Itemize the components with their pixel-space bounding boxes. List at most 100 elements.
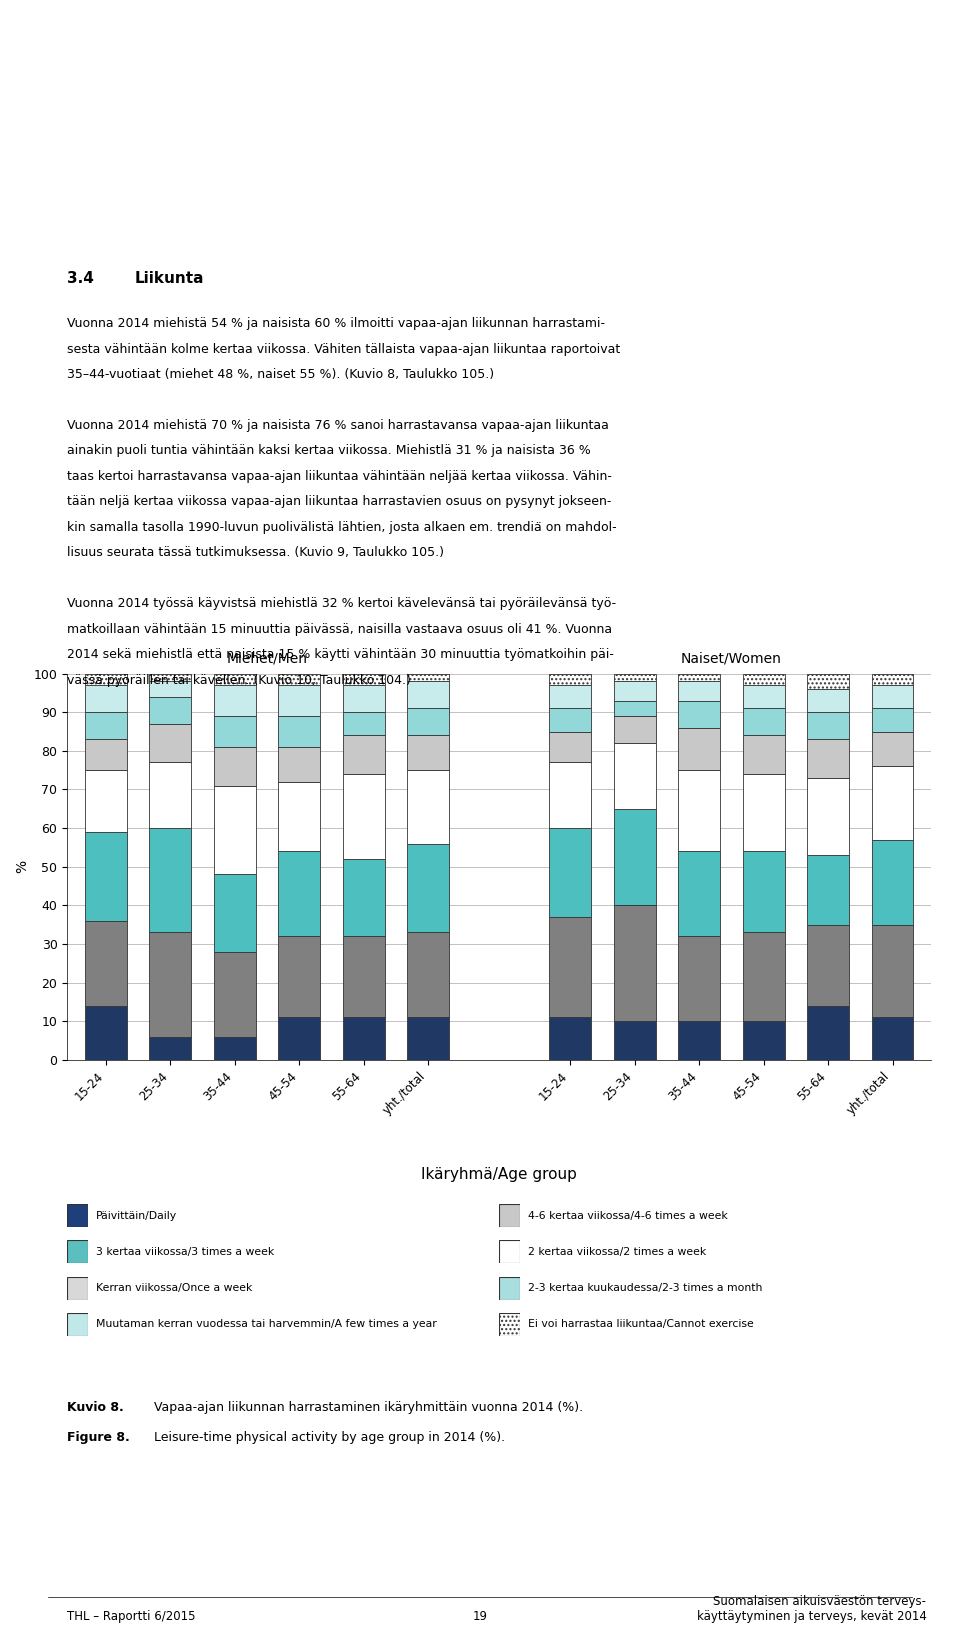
Bar <box>678 851 720 937</box>
Text: THL – Raportti 6/2015: THL – Raportti 6/2015 <box>67 1610 196 1623</box>
Bar <box>214 748 255 785</box>
Text: 4-6 kertaa viikossa/4-6 times a week: 4-6 kertaa viikossa/4-6 times a week <box>528 1211 728 1221</box>
Bar <box>278 674 321 685</box>
Text: Ei voi harrastaa liikuntaa/Cannot exercise: Ei voi harrastaa liikuntaa/Cannot exerci… <box>528 1319 754 1329</box>
Bar <box>150 762 191 828</box>
Text: vässä pyöräillen tai kävellen. (Kuvio 10, Taulukko 104.): vässä pyöräillen tai kävellen. (Kuvio 10… <box>67 674 411 687</box>
Bar <box>84 831 127 920</box>
Bar <box>872 840 914 925</box>
Bar <box>549 917 591 1017</box>
Bar <box>872 685 914 708</box>
Bar <box>407 674 449 682</box>
Bar <box>278 851 321 937</box>
Text: Kuvio 8.: Kuvio 8. <box>67 1401 124 1415</box>
Bar <box>150 697 191 725</box>
Text: Vuonna 2014 miehistä 54 % ja naisista 60 % ilmoitti vapaa-ajan liikunnan harrast: Vuonna 2014 miehistä 54 % ja naisista 60… <box>67 317 605 330</box>
Bar <box>807 713 849 739</box>
Bar <box>214 674 255 685</box>
Bar <box>872 925 914 1017</box>
Bar <box>743 932 784 1020</box>
Bar <box>807 1006 849 1060</box>
Bar <box>343 937 385 1017</box>
Bar <box>407 682 449 708</box>
Text: Vuonna 2014 työssä käyvistsä miehistlä 32 % kertoi kävelevänsä tai pyöräilevänsä: Vuonna 2014 työssä käyvistsä miehistlä 3… <box>67 596 616 610</box>
Bar <box>84 1006 127 1060</box>
Bar <box>278 716 321 748</box>
Bar <box>743 1020 784 1060</box>
Text: Liikunta: Liikunta <box>134 271 204 286</box>
Bar <box>613 905 656 1020</box>
Text: 2014 sekä miehistlä että naisista 15 % käytti vähintään 30 minuuttia työmatkoihi: 2014 sekä miehistlä että naisista 15 % k… <box>67 647 614 660</box>
Text: Päivittäin/Daily: Päivittäin/Daily <box>96 1211 178 1221</box>
Bar <box>743 736 784 774</box>
Bar <box>872 674 914 685</box>
Text: lisuus seurata tässä tutkimuksessa. (Kuvio 9, Taulukko 105.): lisuus seurata tässä tutkimuksessa. (Kuv… <box>67 545 444 559</box>
Bar <box>84 685 127 713</box>
Text: 19: 19 <box>472 1610 488 1623</box>
Text: kin samalla tasolla 1990-luvun puolivälistä lähtien, josta alkaen em. trendiä o: kin samalla tasolla 1990-luvun puoliväli… <box>67 521 617 534</box>
Bar <box>150 828 191 932</box>
Bar <box>343 713 385 736</box>
Bar <box>678 771 720 851</box>
Text: 2 kertaa viikossa/2 times a week: 2 kertaa viikossa/2 times a week <box>528 1247 707 1257</box>
Text: 35–44-vuotiaat (miehet 48 %, naiset 55 %). (Kuvio 8, Taulukko 105.): 35–44-vuotiaat (miehet 48 %, naiset 55 %… <box>67 368 494 381</box>
Bar <box>407 736 449 771</box>
Bar <box>214 951 255 1037</box>
Bar <box>807 739 849 777</box>
Bar <box>214 1037 255 1060</box>
Bar <box>407 843 449 932</box>
Bar <box>407 771 449 843</box>
Bar <box>407 1017 449 1060</box>
Text: 2-3 kertaa kuukaudessa/2-3 times a month: 2-3 kertaa kuukaudessa/2-3 times a month <box>528 1283 762 1293</box>
Bar <box>150 674 191 682</box>
Bar <box>84 920 127 1006</box>
Bar <box>678 937 720 1020</box>
Bar <box>743 774 784 851</box>
Bar <box>807 925 849 1006</box>
Bar <box>743 708 784 736</box>
Bar <box>278 748 321 782</box>
Bar <box>549 731 591 762</box>
Text: 3 kertaa viikossa/3 times a week: 3 kertaa viikossa/3 times a week <box>96 1247 275 1257</box>
Bar <box>214 785 255 874</box>
Bar <box>613 808 656 905</box>
Bar <box>84 739 127 771</box>
Text: ainakin puoli tuntia vähintään kaksi kertaa viikossa. Miehistlä 31 % ja naisista: ainakin puoli tuntia vähintään kaksi ker… <box>67 444 591 457</box>
Bar <box>150 1037 191 1060</box>
Bar <box>678 682 720 700</box>
Bar <box>743 674 784 685</box>
Text: sesta vähintään kolme kertaa viikossa. Vähiten tällaista vapaa-ajan liikuntaa ra: sesta vähintään kolme kertaa viikossa. V… <box>67 342 620 355</box>
Bar <box>872 1017 914 1060</box>
Bar <box>278 1017 321 1060</box>
Bar <box>613 700 656 716</box>
Bar <box>807 777 849 854</box>
Text: matkoillaan vähintään 15 minuuttia päivässä, naisilla vastaava osuus oli 41 %. V: matkoillaan vähintään 15 minuuttia päivä… <box>67 623 612 636</box>
Bar <box>84 674 127 685</box>
Bar <box>678 1020 720 1060</box>
Bar <box>743 851 784 932</box>
Text: Miehet/Men: Miehet/Men <box>227 652 307 665</box>
Bar <box>807 688 849 713</box>
Text: 3.4: 3.4 <box>67 271 94 286</box>
Bar <box>872 731 914 766</box>
Bar <box>278 685 321 716</box>
Bar <box>807 854 849 925</box>
Bar <box>407 708 449 736</box>
Text: Kerran viikossa/Once a week: Kerran viikossa/Once a week <box>96 1283 252 1293</box>
Text: Vuonna 2014 miehistä 70 % ja naisista 76 % sanoi harrastavansa vapaa-ajan liikun: Vuonna 2014 miehistä 70 % ja naisista 76… <box>67 419 609 432</box>
Bar <box>613 682 656 700</box>
Text: taas kertoi harrastavansa vapaa-ajan liikuntaa vähintään neljää kertaa viikossa.: taas kertoi harrastavansa vapaa-ajan lii… <box>67 470 612 483</box>
Bar <box>278 782 321 851</box>
Bar <box>807 674 849 688</box>
Bar <box>678 728 720 771</box>
Text: Naiset/Women: Naiset/Women <box>681 652 781 665</box>
Bar <box>549 708 591 731</box>
Text: Suomalaisen aikuisväestön terveys-
käyttäytyminen ja terveys, kevät 2014: Suomalaisen aikuisväestön terveys- käytt… <box>697 1595 926 1623</box>
Text: Muutaman kerran vuodessa tai harvemmin/A few times a year: Muutaman kerran vuodessa tai harvemmin/A… <box>96 1319 437 1329</box>
Bar <box>613 1020 656 1060</box>
Bar <box>549 762 591 828</box>
Bar <box>872 708 914 731</box>
Bar <box>343 1017 385 1060</box>
Bar <box>214 716 255 748</box>
Bar <box>678 674 720 682</box>
